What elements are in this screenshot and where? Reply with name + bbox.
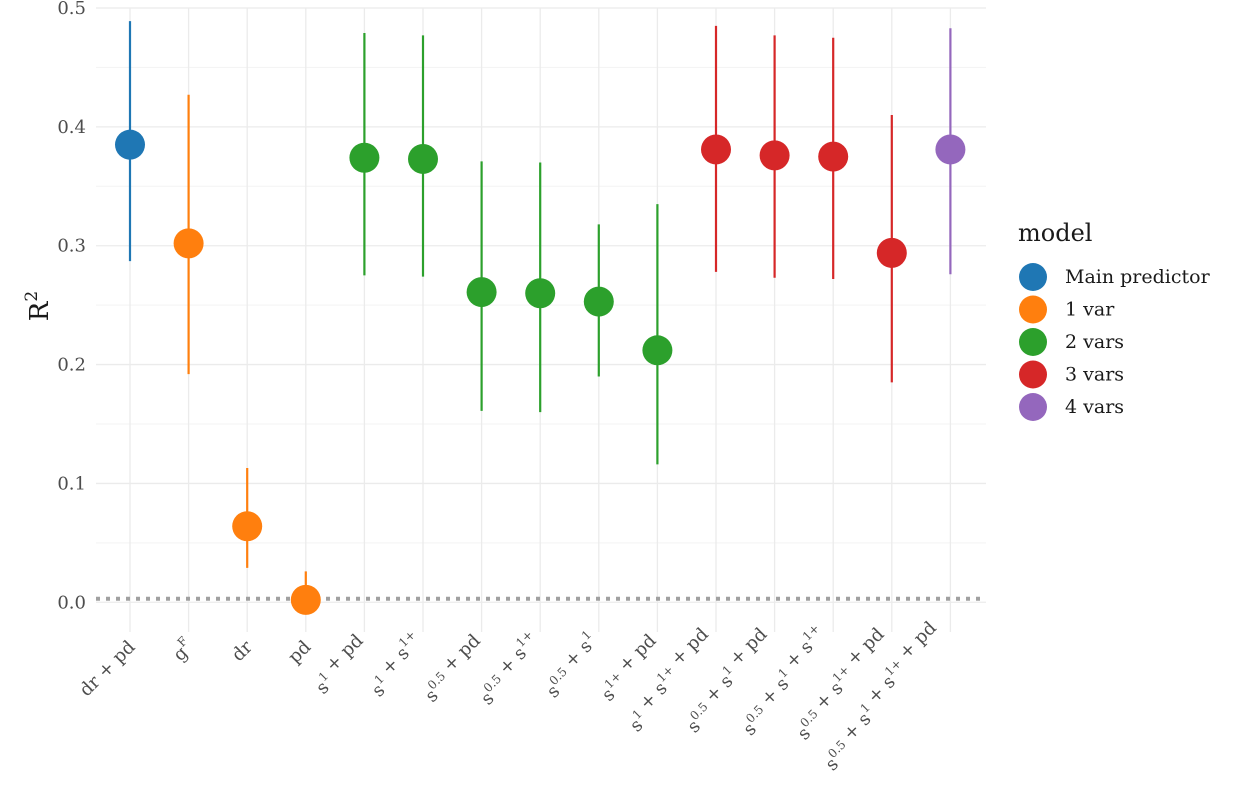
legend-title: model xyxy=(1018,219,1092,247)
x-tick-label: dr + pd xyxy=(75,637,139,701)
y-tick-label: 0.1 xyxy=(57,473,86,494)
x-tick-label: dr xyxy=(228,636,257,665)
y-tick-label: 0.4 xyxy=(57,117,86,138)
legend-key xyxy=(1019,393,1047,421)
y-axis-title-superscript: 2 xyxy=(22,291,42,302)
legend-item: 4 vars xyxy=(1019,393,1124,421)
data-point xyxy=(701,134,731,165)
data-point xyxy=(583,286,614,317)
legend-item: 1 var xyxy=(1019,295,1115,324)
data-point xyxy=(408,143,438,174)
legend-item: Main predictor xyxy=(1019,263,1211,291)
legend-key xyxy=(1019,295,1047,324)
legend-item: 2 vars xyxy=(1019,328,1124,356)
data-point xyxy=(759,140,790,171)
chart-marks xyxy=(115,21,966,615)
legend-key xyxy=(1019,360,1047,389)
x-tick-label: s0.5 + s1+ xyxy=(468,627,550,709)
x-tick-label: gF xyxy=(166,634,198,666)
data-point xyxy=(876,237,907,268)
y-axis-title: R2 xyxy=(22,291,55,321)
legend-label: 3 vars xyxy=(1065,364,1124,386)
data-point xyxy=(232,511,263,542)
data-point xyxy=(525,278,556,309)
y-tick-label: 0.3 xyxy=(57,236,86,257)
y-axis: 0.0 0.1 0.2 0.3 0.4 0.5 xyxy=(57,0,86,613)
x-tick-label: s1 + pd xyxy=(306,630,374,698)
data-point xyxy=(290,584,321,615)
legend-key xyxy=(1019,328,1047,356)
legend-item: 3 vars xyxy=(1019,360,1124,389)
x-tick-label: pd xyxy=(284,637,315,668)
y-tick-label: 0.0 xyxy=(57,592,86,613)
legend-key xyxy=(1019,263,1047,291)
data-point xyxy=(935,134,966,165)
data-point xyxy=(642,335,673,366)
legend: model Main predictor 1 var 2 vars 3 vars 4 v… xyxy=(1018,219,1211,421)
legend-label: 4 vars xyxy=(1065,396,1124,418)
legend-label: 1 var xyxy=(1065,299,1115,321)
legend-label: Main predictor xyxy=(1065,266,1211,288)
data-point xyxy=(173,228,204,259)
legend-label: 2 vars xyxy=(1065,331,1124,353)
data-point xyxy=(466,277,497,308)
y-tick-label: 0.5 xyxy=(57,0,86,19)
data-point xyxy=(115,129,145,160)
y-tick-label: 0.2 xyxy=(57,355,86,376)
x-tick-label: s1 + s1+ + pd xyxy=(613,624,725,736)
data-point xyxy=(818,141,849,172)
data-point xyxy=(349,142,380,173)
